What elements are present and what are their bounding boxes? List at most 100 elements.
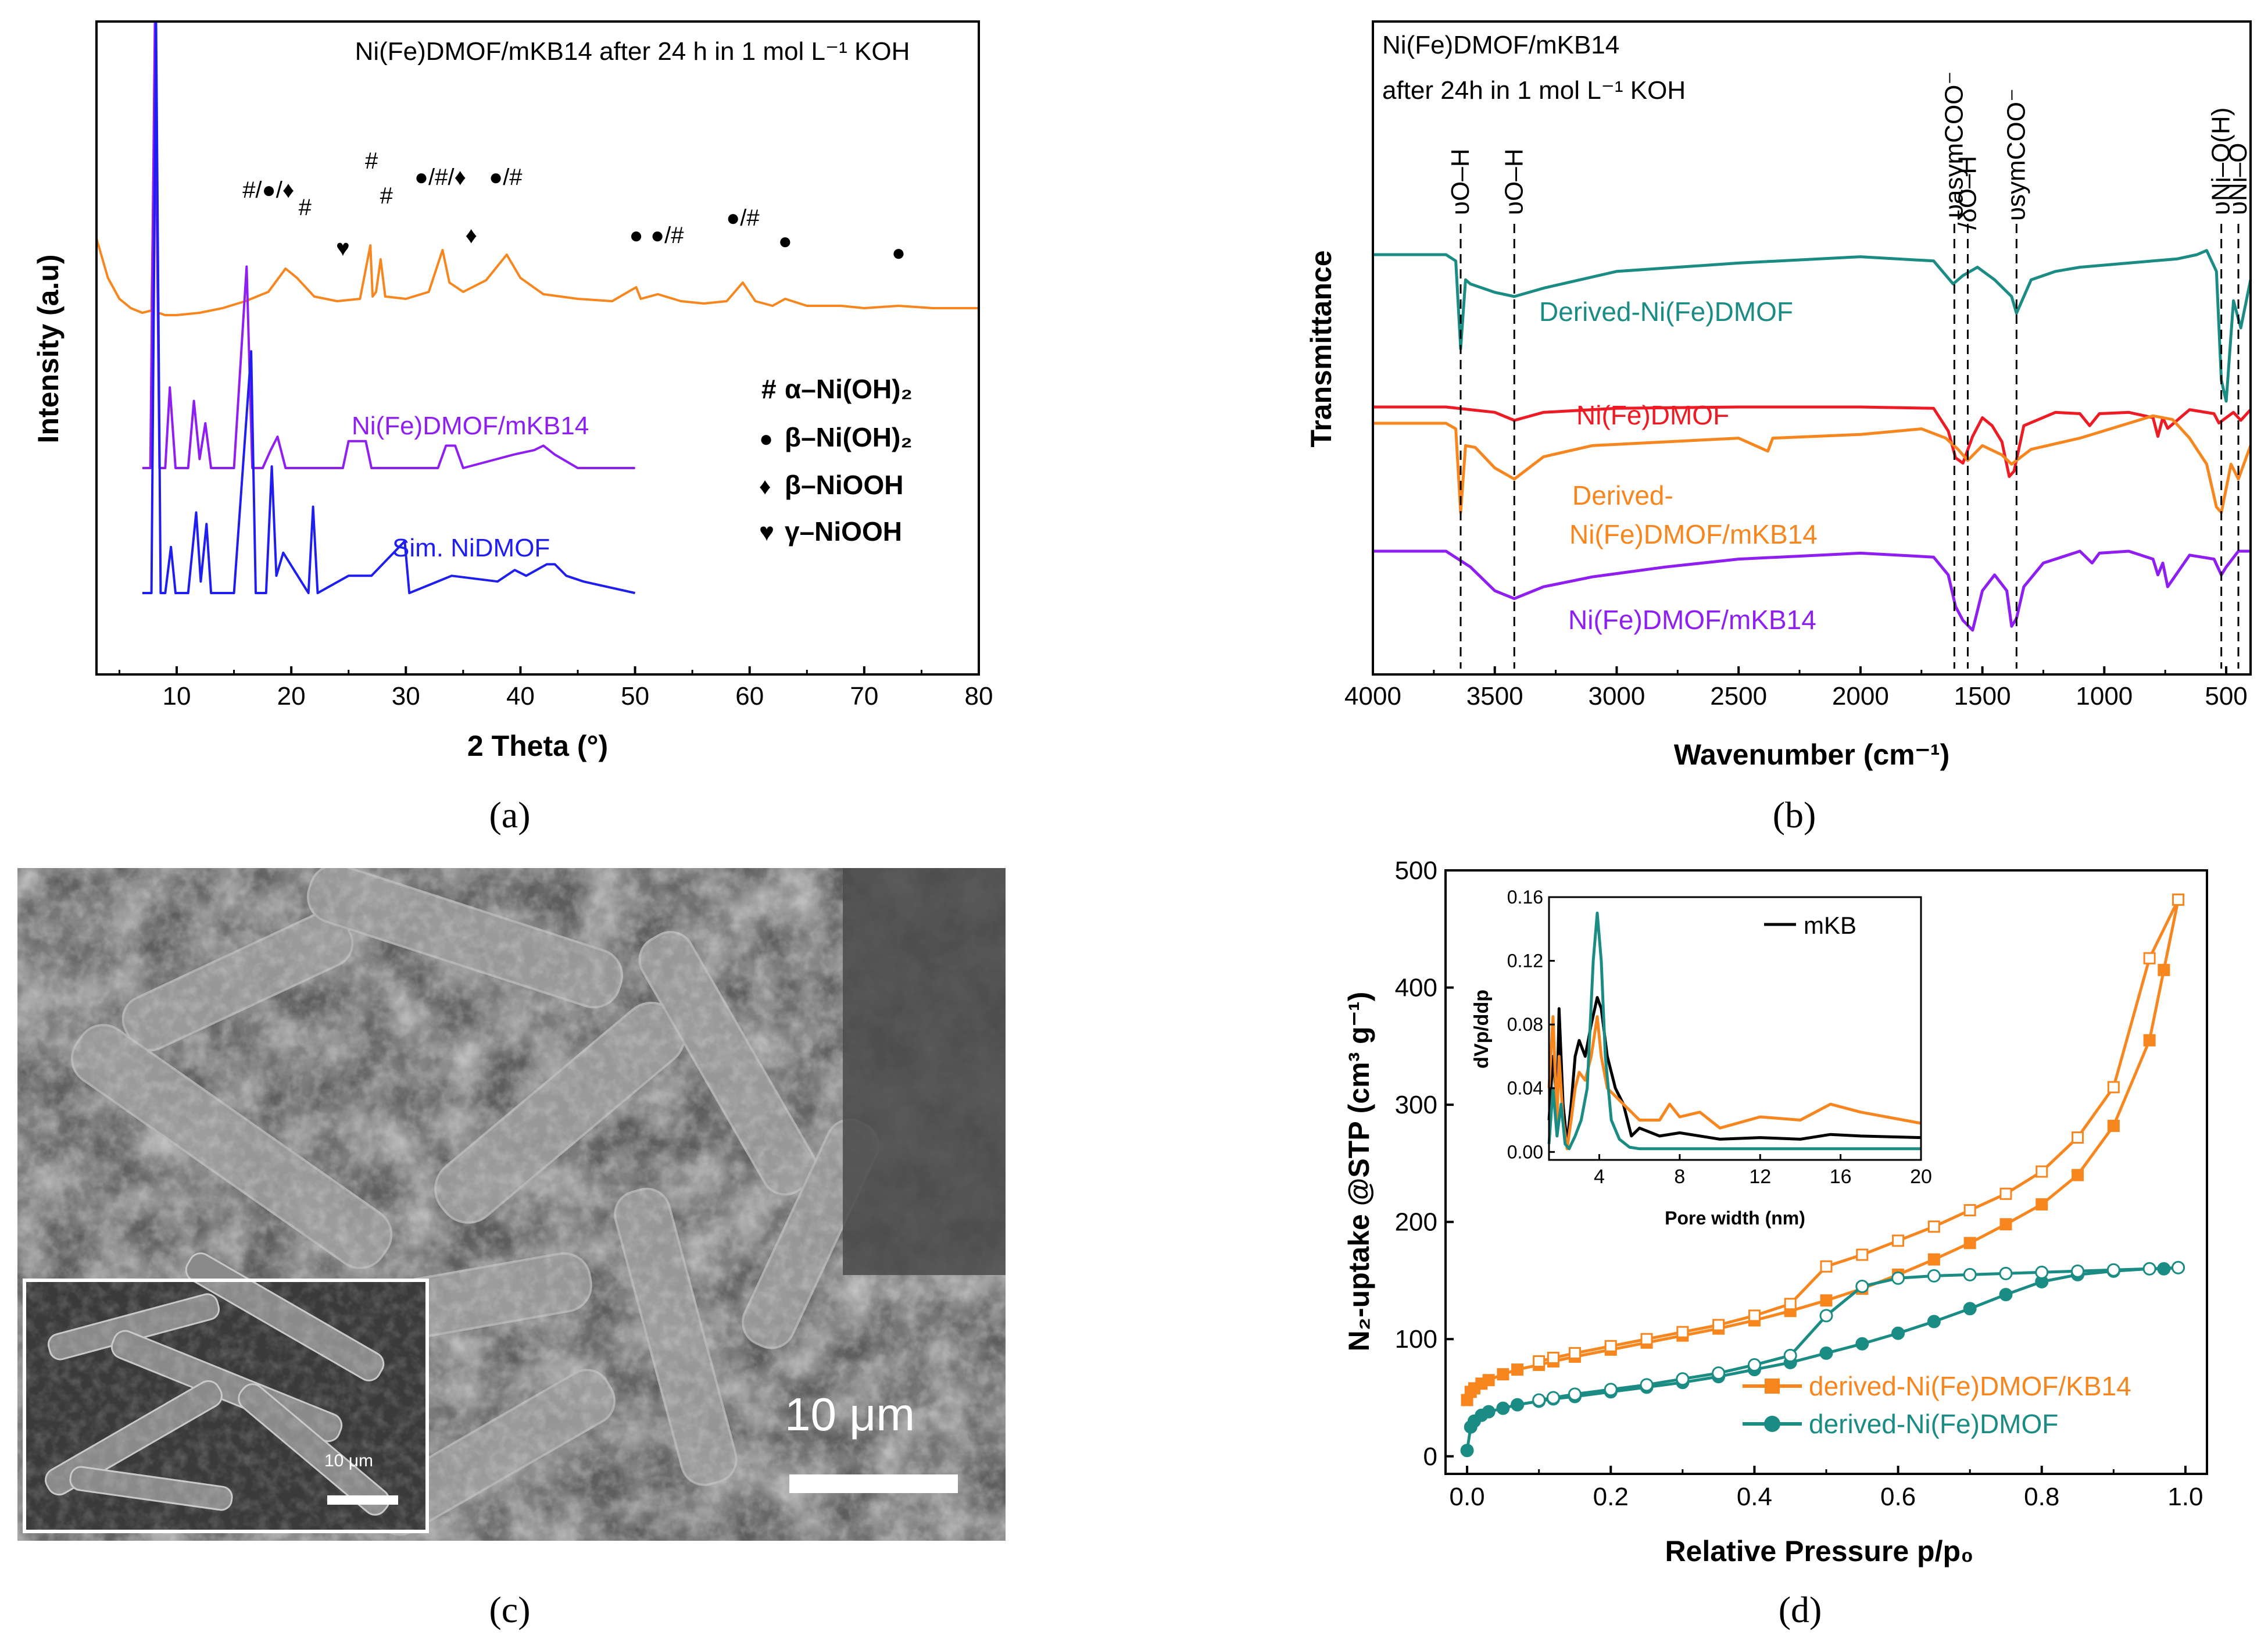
data-point (1891, 1326, 1905, 1340)
ftir-band-label: υO–H (1446, 148, 1475, 215)
xrd-peak-annotation: ♦ (465, 223, 477, 248)
xrd-peak-annotation: ● (629, 223, 643, 248)
inset-psd-derived-ni-fe-dmof (1547, 911, 1921, 1151)
legend-symbol-diamond: ♦ (759, 474, 771, 499)
inset-x-tick-label: 12 (1749, 1166, 1771, 1188)
data-point (1927, 1315, 1941, 1329)
x-tick-label: 0.2 (1593, 1483, 1629, 1511)
data-point (1676, 1326, 1689, 1338)
data-point (2071, 1264, 2085, 1278)
data-point (1892, 1234, 1905, 1247)
ftir-series-ni-fe-dmof-mkb14 (1373, 549, 2251, 632)
data-point (1856, 1248, 1869, 1261)
data-point (1546, 1391, 1560, 1405)
data-point (1819, 1309, 1833, 1323)
data-point (2107, 1119, 2120, 1132)
panel-d-label: (d) (1779, 1589, 1822, 1630)
panel-b-label-derived-mkb14: Derived- Ni(Fe)DMOF/mKB14 (1569, 480, 1818, 549)
data-point (1482, 1405, 1496, 1419)
xrd-peak-annotation: ●/#/♦ (414, 165, 466, 190)
data-point (1820, 1294, 1833, 1307)
data-point (2072, 1131, 2084, 1144)
x-tick-label: 4000 (1344, 682, 1401, 710)
x-tick-label: 3500 (1466, 682, 1523, 710)
y-tick-label: 500 (1395, 856, 1437, 885)
data-point (2107, 1081, 2120, 1094)
data-point (1747, 1358, 1761, 1372)
data-point (1547, 1351, 1559, 1364)
data-point (2072, 1169, 2084, 1181)
data-point (2143, 1034, 2156, 1047)
data-point (1927, 1253, 1940, 1266)
xrd-peak-annotation: ●/# (489, 165, 523, 190)
sem-image: 10 μm 10 μm (17, 868, 1006, 1541)
ftir-band-label: υsymCOO⁻ (2002, 88, 2030, 221)
data-point (1891, 1271, 1905, 1285)
ftir-band-label: υO–H (1500, 148, 1528, 215)
panel-b-label: (b) (1773, 794, 1816, 835)
panel-a-xlabel: 2 Theta (°) (467, 730, 608, 762)
isotherm-line (1465, 1266, 2178, 1451)
data-point (1927, 1220, 1940, 1233)
x-tick-label: 1000 (2076, 682, 2133, 710)
ftir-band-label: υNi–O (2224, 143, 2252, 215)
panel-b-label-derived-nifedmof: Derived-Ni(Fe)DMOF (1539, 297, 1793, 327)
xrd-peak-annotation: ● (778, 228, 792, 254)
ftir-series-derived-ni-fe-dmof (1373, 249, 2252, 403)
data-point (2035, 1265, 2049, 1279)
sem-inset-border (23, 1279, 429, 1533)
data-point (1855, 1337, 1869, 1351)
panel-a-legend: # α–Ni(OH)₂ ● β–Ni(OH)₂ ♦ β–NiOOH ♥ γ–Ni… (759, 374, 913, 547)
panel-b-frame (1372, 20, 2252, 676)
xrd-series-ni-fe-dmof-mkb14-after-24-h-in-1-mol-l-koh (95, 86, 979, 316)
legend-symbol-hash: # (761, 374, 777, 404)
x-tick-label: 0.4 (1737, 1483, 1772, 1511)
sem-scale-label: 10 μm (785, 1388, 915, 1440)
data-point (1604, 1383, 1618, 1397)
data-point (1963, 1267, 1977, 1281)
data-point (1497, 1368, 1509, 1381)
panel-a-series-label-mkb14: Ni(Fe)DMOF/mKB14 (352, 412, 589, 440)
xrd-peak-annotation: ● (892, 240, 906, 266)
x-tick-label: 2500 (1710, 682, 1767, 710)
sem-inset-scale-bar (327, 1495, 398, 1505)
data-point (1511, 1398, 1525, 1412)
data-point (2036, 1165, 2048, 1178)
x-tick-label: 2000 (1832, 682, 1889, 710)
ftir-band-label: /δO–H (1953, 156, 1981, 230)
legend-alpha-nioh2: α–Ni(OH)₂ (785, 374, 913, 404)
inset-x-tick-label: 20 (1910, 1166, 1932, 1188)
data-point (1963, 1204, 1976, 1217)
data-point (1640, 1333, 1653, 1345)
inset-x-tick-label: 4 (1594, 1166, 1605, 1188)
data-point (1927, 1269, 1941, 1283)
panel-b-ftir: 4000 3500 3000 2500 2000 1500 1000 500 Ni(Fe)DM… (1305, 20, 2252, 835)
xrd-peak-annotation: # (380, 183, 393, 209)
inset-x-tick-label: 16 (1830, 1166, 1852, 1188)
y-tick-label: 100 (1395, 1325, 1437, 1354)
isotherm-derived-ni-fe-dmof-kb14-desorption (1533, 893, 2185, 1368)
panel-d-inset: 4 8 12 16 20 0.00 0.04 0.08 0.12 0.16 mKB Pore wi… (1471, 887, 1932, 1229)
x-tick-label: 50 (621, 682, 649, 710)
data-point (2106, 1263, 2120, 1277)
inset-y-tick-label: 0.12 (1507, 951, 1543, 972)
data-point (1460, 1444, 1474, 1458)
data-point (2036, 1198, 2048, 1210)
panel-d-isotherm: 0.0 0.2 0.4 0.6 0.8 1.0 0 100 200 300 400 500 Relat… (1343, 856, 2208, 1630)
panel-b-label-derived-mkb14-line2: Ni(Fe)DMOF/mKB14 (1569, 519, 1818, 549)
legend-symbol-heart: ♥ (759, 518, 774, 547)
data-point (1784, 1298, 1797, 1311)
panel-b-label-nifedmof: Ni(Fe)DMOF (1576, 400, 1729, 430)
x-tick-label: 10 (163, 682, 191, 710)
data-point (2143, 952, 2156, 965)
legend-label-dmof: derived-Ni(Fe)DMOF (1809, 1409, 2058, 1439)
legend-gamma-niooh: γ–NiOOH (785, 516, 902, 547)
data-point (1819, 1346, 1833, 1360)
data-point (1511, 1363, 1524, 1376)
data-point (1676, 1372, 1690, 1386)
legend-marker-dmof (1764, 1416, 1780, 1432)
x-tick-label: 20 (277, 682, 306, 710)
panel-b-title: Ni(Fe)DMOF/mKB14 (1382, 31, 1619, 59)
data-point (1999, 1187, 2012, 1200)
data-point (1532, 1393, 1546, 1407)
